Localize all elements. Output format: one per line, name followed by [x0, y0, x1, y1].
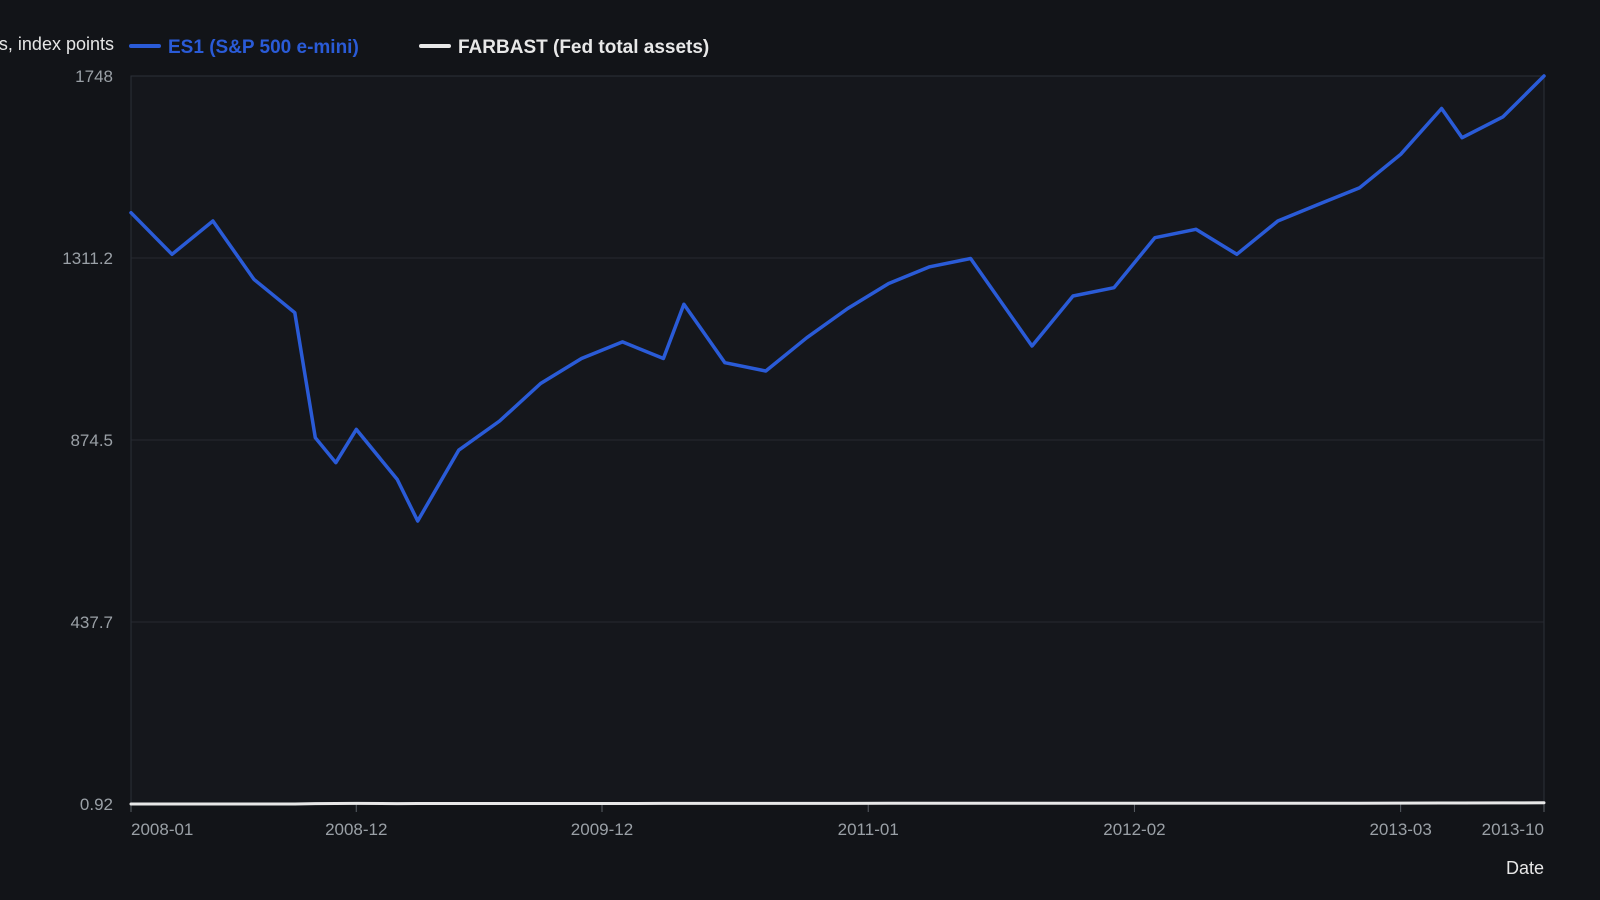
legend-item-farbast[interactable]: FARBAST (Fed total assets): [419, 37, 709, 58]
legend-label-es1: ES1 (S&P 500 e-mini): [168, 37, 359, 58]
series-lines: [129, 74, 1546, 806]
legend-label-farbast: FARBAST (Fed total assets): [458, 37, 709, 58]
legend-item-es1[interactable]: ES1 (S&P 500 e-mini): [129, 37, 359, 58]
y-tick-label: 437.7: [70, 613, 113, 632]
x-tick-label: 2008-01: [131, 820, 193, 839]
series-line-es1: [129, 74, 1546, 523]
x-tick-label: 2011-01: [838, 820, 899, 839]
legend: ES1 (S&P 500 e-mini) FARBAST (Fed total …: [129, 37, 709, 58]
x-tick-label: 2013-10: [1482, 820, 1544, 839]
x-axis-title: Date: [1506, 858, 1544, 878]
y-tick-label: 1311.2: [62, 249, 113, 268]
x-tick-label: 2013-03: [1369, 820, 1431, 839]
series-line-farbast: [129, 801, 1546, 806]
y-tick-label: 0.92: [80, 795, 113, 814]
x-tick-label: 2009-12: [571, 820, 633, 839]
y-axis-title: s, index points: [0, 34, 114, 54]
x-tick-label: 2012-02: [1103, 820, 1165, 839]
x-tick-label: 2008-12: [325, 820, 387, 839]
y-tick-label: 1748: [75, 67, 113, 86]
y-tick-label: 874.5: [70, 431, 113, 450]
x-axis-ticks: 2008-01 2008-12 2009-12 2011-01 2012-02 2013-…: [130, 804, 1545, 839]
y-axis-ticks: 1748 1311.2 874.5 437.7 0.92: [62, 67, 113, 814]
